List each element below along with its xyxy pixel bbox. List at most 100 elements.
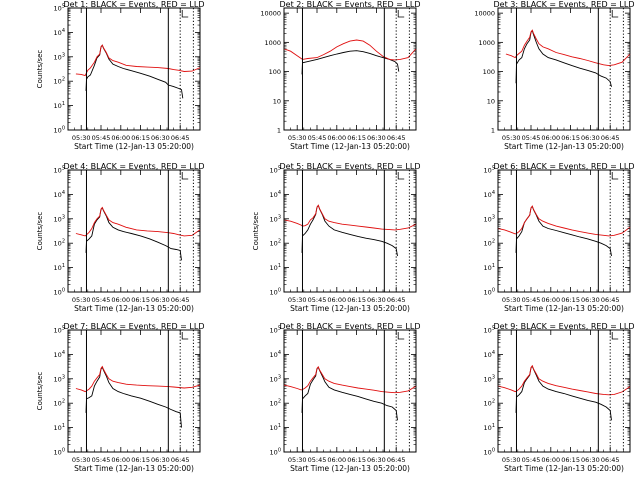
x-tick-label: 06:45 bbox=[387, 296, 406, 304]
panel-title: Det 8: BLACK = Events, RED = LLD bbox=[280, 322, 421, 331]
series-events-line bbox=[301, 366, 398, 421]
x-tick-label: 06:15 bbox=[561, 134, 580, 142]
x-axis-title: Start Time (12-Jan-13 05:20:00) bbox=[74, 142, 194, 151]
y-tick-label: 101 bbox=[54, 423, 65, 432]
y-tick-label: 105 bbox=[54, 166, 65, 175]
x-tick-label: 06:45 bbox=[171, 456, 190, 464]
y-tick-label: 104 bbox=[484, 350, 495, 359]
x-tick-label: 05:30 bbox=[72, 456, 91, 464]
panel-title: Det 2: BLACK = Events, RED = LLD bbox=[280, 0, 421, 9]
x-tick-label: 06:45 bbox=[601, 296, 620, 304]
x-axis-title: Start Time (12-Jan-13 05:20:00) bbox=[504, 304, 624, 313]
y-tick-label: 104 bbox=[270, 190, 281, 199]
y-tick-label: 104 bbox=[484, 190, 495, 199]
y-tick-label: 101 bbox=[270, 423, 281, 432]
x-tick-label: 05:30 bbox=[288, 296, 307, 304]
x-tick-label: 05:45 bbox=[92, 456, 111, 464]
x-tick-label: 06:30 bbox=[151, 134, 170, 142]
y-tick-label: 1 bbox=[277, 127, 281, 135]
y-tick-label: 101 bbox=[484, 423, 495, 432]
y-tick-label: 103 bbox=[484, 374, 495, 383]
series-events-line bbox=[515, 365, 612, 421]
x-tick-label: 05:30 bbox=[72, 296, 91, 304]
y-tick-label: 102 bbox=[484, 399, 495, 408]
series-lld-line bbox=[283, 204, 417, 231]
y-tick-label: 104 bbox=[54, 350, 65, 359]
y-tick-label: 104 bbox=[54, 190, 65, 199]
y-axis-title: Counts/sec bbox=[252, 212, 260, 251]
y-axis-title: Counts/sec bbox=[36, 212, 44, 251]
x-tick-label: 06:15 bbox=[347, 296, 366, 304]
y-tick-label: 1000 bbox=[478, 39, 495, 47]
x-tick-label: 05:45 bbox=[92, 134, 111, 142]
x-tick-label: 06:45 bbox=[601, 456, 620, 464]
y-tick-label: 105 bbox=[54, 326, 65, 335]
y-tick-label: 100 bbox=[270, 448, 281, 457]
y-tick-label: 101 bbox=[54, 263, 65, 272]
x-tick-label: 05:30 bbox=[502, 296, 521, 304]
x-tick-label: 06:00 bbox=[111, 456, 130, 464]
series-lld-line bbox=[283, 39, 417, 61]
series-lld-line bbox=[75, 44, 201, 77]
x-tick-label: 06:00 bbox=[111, 134, 130, 142]
panel-title: Det 4: BLACK = Events, RED = LLD bbox=[64, 162, 205, 171]
x-tick-label: 06:00 bbox=[111, 296, 130, 304]
x-tick-label: 06:15 bbox=[561, 296, 580, 304]
x-tick-label: 05:45 bbox=[522, 296, 541, 304]
x-axis-title: Start Time (12-Jan-13 05:20:00) bbox=[290, 464, 410, 473]
series-lld-line bbox=[283, 365, 417, 394]
y-tick-label: 100 bbox=[483, 68, 495, 76]
y-tick-label: 103 bbox=[484, 214, 495, 223]
x-axis-title: Start Time (12-Jan-13 05:20:00) bbox=[290, 142, 410, 151]
panel-title: Det 3: BLACK = Events, RED = LLD bbox=[494, 0, 635, 9]
x-tick-label: 06:15 bbox=[131, 134, 150, 142]
y-tick-label: 103 bbox=[270, 214, 281, 223]
panel-title: Det 6: BLACK = Events, RED = LLD bbox=[494, 162, 635, 171]
series-events-line bbox=[85, 207, 182, 261]
y-tick-label: 102 bbox=[54, 399, 65, 408]
panel-title: Det 7: BLACK = Events, RED = LLD bbox=[64, 322, 205, 331]
x-tick-label: 05:45 bbox=[522, 134, 541, 142]
y-tick-label: 103 bbox=[270, 374, 281, 383]
y-tick-label: 105 bbox=[270, 326, 281, 335]
y-tick-label: 10 bbox=[273, 97, 281, 105]
y-tick-label: 100 bbox=[270, 288, 281, 297]
series-events-line bbox=[85, 366, 182, 428]
y-tick-label: 101 bbox=[270, 263, 281, 272]
x-tick-label: 06:00 bbox=[327, 296, 346, 304]
x-tick-label: 06:45 bbox=[387, 456, 406, 464]
x-tick-label: 05:30 bbox=[288, 134, 307, 142]
x-tick-label: 05:30 bbox=[502, 134, 521, 142]
y-tick-label: 105 bbox=[484, 326, 495, 335]
y-tick-label: 104 bbox=[270, 350, 281, 359]
x-tick-label: 06:30 bbox=[581, 134, 600, 142]
x-tick-label: 06:30 bbox=[581, 296, 600, 304]
x-tick-label: 06:00 bbox=[541, 134, 560, 142]
series-lld-line bbox=[505, 29, 631, 67]
detector-panel-3: 1 10 100 1000 10000 05:30 05:45 06:00 06:15 06:30… bbox=[474, 0, 634, 151]
x-axis-title: Start Time (12-Jan-13 05:20:00) bbox=[74, 304, 194, 313]
panel-title: Det 9: BLACK = Events, RED = LLD bbox=[494, 322, 635, 331]
x-tick-label: 05:45 bbox=[522, 456, 541, 464]
y-tick-label: 10 bbox=[487, 97, 495, 105]
series-lld-line bbox=[75, 365, 201, 393]
y-tick-label: 105 bbox=[270, 166, 281, 175]
y-tick-label: 101 bbox=[484, 263, 495, 272]
interval-bracket bbox=[611, 172, 619, 180]
x-tick-label: 06:00 bbox=[327, 134, 346, 142]
interval-bracket bbox=[181, 10, 189, 18]
x-tick-label: 06:45 bbox=[387, 134, 406, 142]
series-events-line bbox=[301, 204, 398, 257]
x-axis-title: Start Time (12-Jan-13 05:20:00) bbox=[74, 464, 194, 473]
x-tick-label: 06:45 bbox=[171, 296, 190, 304]
series-lld-line bbox=[75, 206, 201, 237]
panel-title: Det 1: BLACK = Events, RED = LLD bbox=[64, 0, 205, 9]
detector-panel-2: 1 10 100 1000 10000 05:30 05:45 06:00 06:15 06:30… bbox=[260, 0, 420, 151]
y-tick-label: 102 bbox=[270, 399, 281, 408]
interval-bracket bbox=[181, 172, 189, 180]
y-tick-label: 103 bbox=[54, 214, 65, 223]
